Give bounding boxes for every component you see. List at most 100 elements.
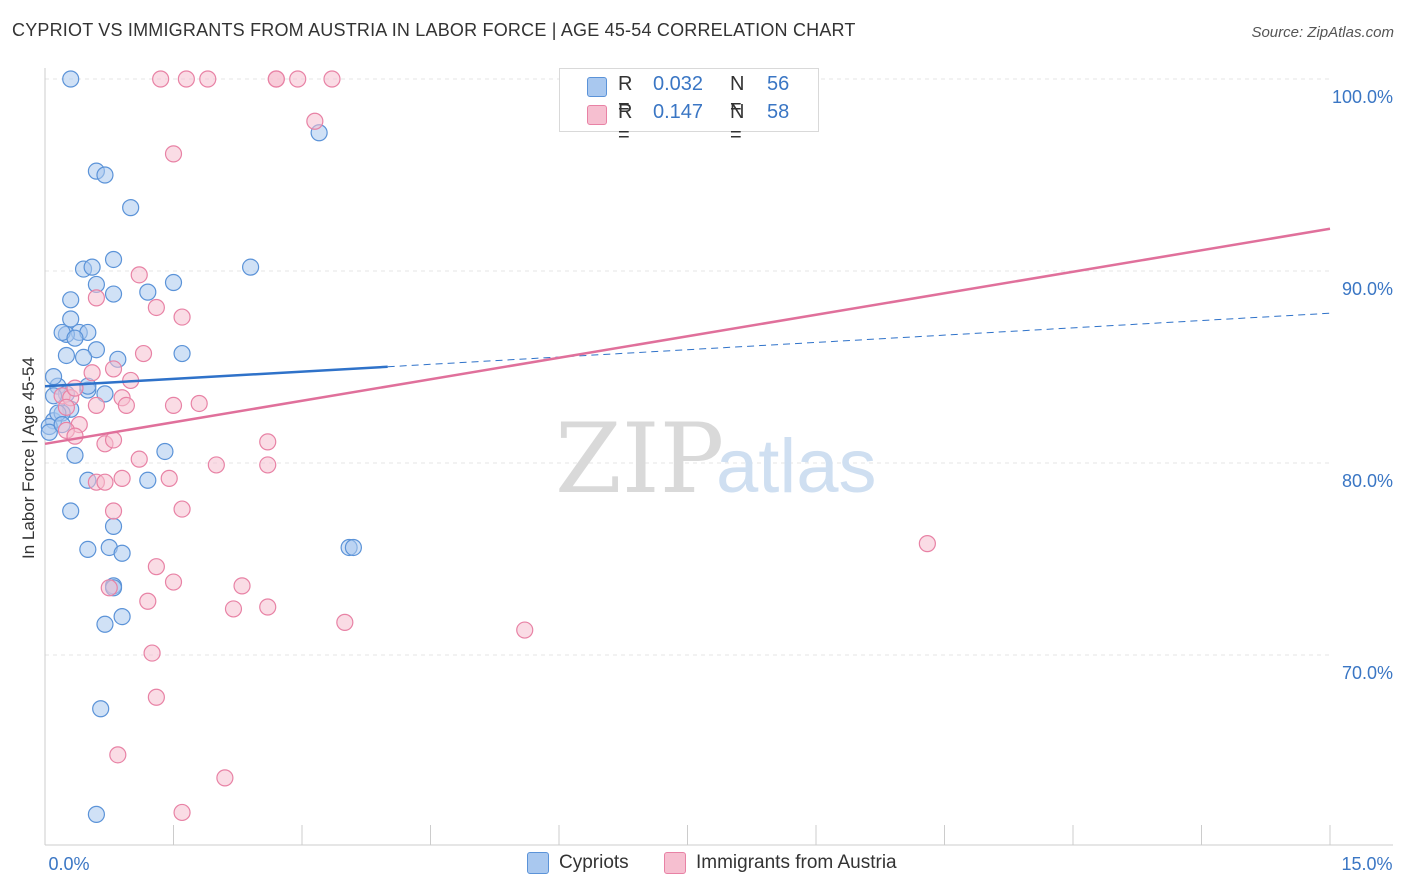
austria-point [259, 598, 277, 616]
cypriot-point [92, 700, 110, 718]
austria-point [216, 769, 234, 787]
x-tick-label: 15.0% [1341, 854, 1392, 874]
austria-point [199, 70, 217, 88]
legend-label-austria: Immigrants from Austria [696, 852, 897, 873]
cypriot-point [96, 615, 114, 633]
austria-point [164, 396, 183, 414]
correlation-legend: R = 0.032 N = 56 R = 0.147 N = 58 [559, 68, 819, 146]
legend-n-value-austria: 58 [767, 101, 790, 123]
cypriot-point [83, 258, 101, 276]
cypriot-point [104, 285, 123, 303]
austria-point [306, 112, 324, 130]
cypriot-point [62, 310, 80, 328]
cypriot-point [74, 348, 93, 366]
austria-point [173, 500, 191, 518]
cypriot-point [62, 291, 80, 309]
austria-point [104, 360, 123, 378]
trend-lines [44, 227, 1331, 446]
cypriot-point [122, 199, 140, 217]
cypriot-point [96, 385, 114, 403]
legend-swatch-austria [664, 852, 686, 874]
austria-point [233, 577, 251, 595]
cypriot-point [104, 250, 123, 269]
legend-r-label: R = [618, 101, 633, 146]
austria-point [134, 344, 153, 363]
legend-n-label: N = [730, 73, 745, 118]
austria-point [267, 70, 285, 88]
grid-lines [45, 78, 1330, 656]
austria-point [336, 613, 354, 631]
cypriot-point [40, 423, 58, 441]
cypriot-point [66, 329, 84, 347]
cypriot-point [87, 341, 106, 359]
austria-point [164, 573, 183, 591]
cypriot-point [156, 442, 174, 461]
cypriot-point [139, 471, 157, 489]
austria-point [173, 308, 191, 326]
trend-line-austria [44, 227, 1331, 446]
cypriot-point [57, 346, 76, 365]
austria-point [130, 450, 148, 468]
austria-point [147, 688, 165, 706]
y-tick-label: 80.0% [1342, 471, 1393, 491]
watermark: ZIP atlas [555, 403, 877, 515]
y-tick-label: 90.0% [1342, 279, 1393, 299]
cypriot-point [44, 368, 63, 386]
trend-line-cypriots [44, 365, 388, 388]
austria-point [57, 398, 76, 416]
cypriot-point [62, 502, 80, 520]
austria-point [87, 396, 106, 414]
cypriot-point [87, 805, 106, 823]
austria-point [289, 70, 307, 88]
cypriot-point [344, 538, 362, 557]
trend-line-cypriots-dashed [387, 312, 1331, 368]
austria-point [323, 70, 341, 88]
cypriot-point [173, 344, 191, 363]
austria-point [139, 592, 157, 610]
axes [44, 68, 1393, 846]
legend-r-value-austria: 0.147 [653, 101, 704, 123]
y-tick-label: 100.0% [1332, 87, 1393, 107]
austria-point [164, 145, 183, 163]
austria-point [173, 803, 191, 822]
y-axis-label: In Labor Force | Age 45-54 [19, 357, 38, 559]
austria-point [66, 427, 84, 445]
x-tick-label: 0.0% [48, 854, 89, 874]
austria-point [224, 600, 243, 618]
austria-point [113, 469, 131, 487]
source-label: Source: ZipAtlas.com [1251, 24, 1394, 41]
legend-r-value-cypriots: 0.032 [653, 73, 704, 95]
austria-point [96, 473, 114, 491]
tick-labels: 70.0% 80.0% 90.0% 100.0% 0.0% 15.0% [48, 87, 1393, 874]
austria-point [147, 558, 165, 576]
cypriot-point [104, 517, 123, 535]
austria-point [109, 746, 127, 764]
austria-point [117, 396, 135, 414]
austria-point [207, 456, 225, 474]
austria-point [83, 364, 101, 382]
cypriot-point [242, 258, 260, 276]
austria-point [152, 70, 170, 88]
austria-point [87, 289, 106, 307]
austria-point [177, 70, 195, 88]
legend-r-label: R = [618, 73, 633, 118]
cypriot-point [113, 607, 131, 626]
cypriot-point [139, 283, 157, 301]
watermark-zip: ZIP [555, 403, 724, 515]
cypriot-point [62, 70, 80, 88]
austria-point [160, 469, 178, 487]
y-tick-label: 70.0% [1342, 663, 1393, 683]
austria-point [104, 502, 123, 520]
austria-point [259, 456, 277, 474]
watermark-atlas: atlas [716, 424, 877, 509]
austria-point [143, 644, 161, 662]
legend-label-cypriots: Cypriots [559, 852, 629, 873]
legend-swatch-austria [587, 105, 607, 125]
legend-n-label: N = [730, 101, 745, 146]
austria-point [259, 433, 277, 451]
legend-swatch-cypriots [527, 852, 549, 874]
chart-title: CYPRIOT VS IMMIGRANTS FROM AUSTRIA IN LA… [12, 20, 856, 40]
austria-point [516, 621, 534, 639]
austria-point [130, 266, 148, 284]
